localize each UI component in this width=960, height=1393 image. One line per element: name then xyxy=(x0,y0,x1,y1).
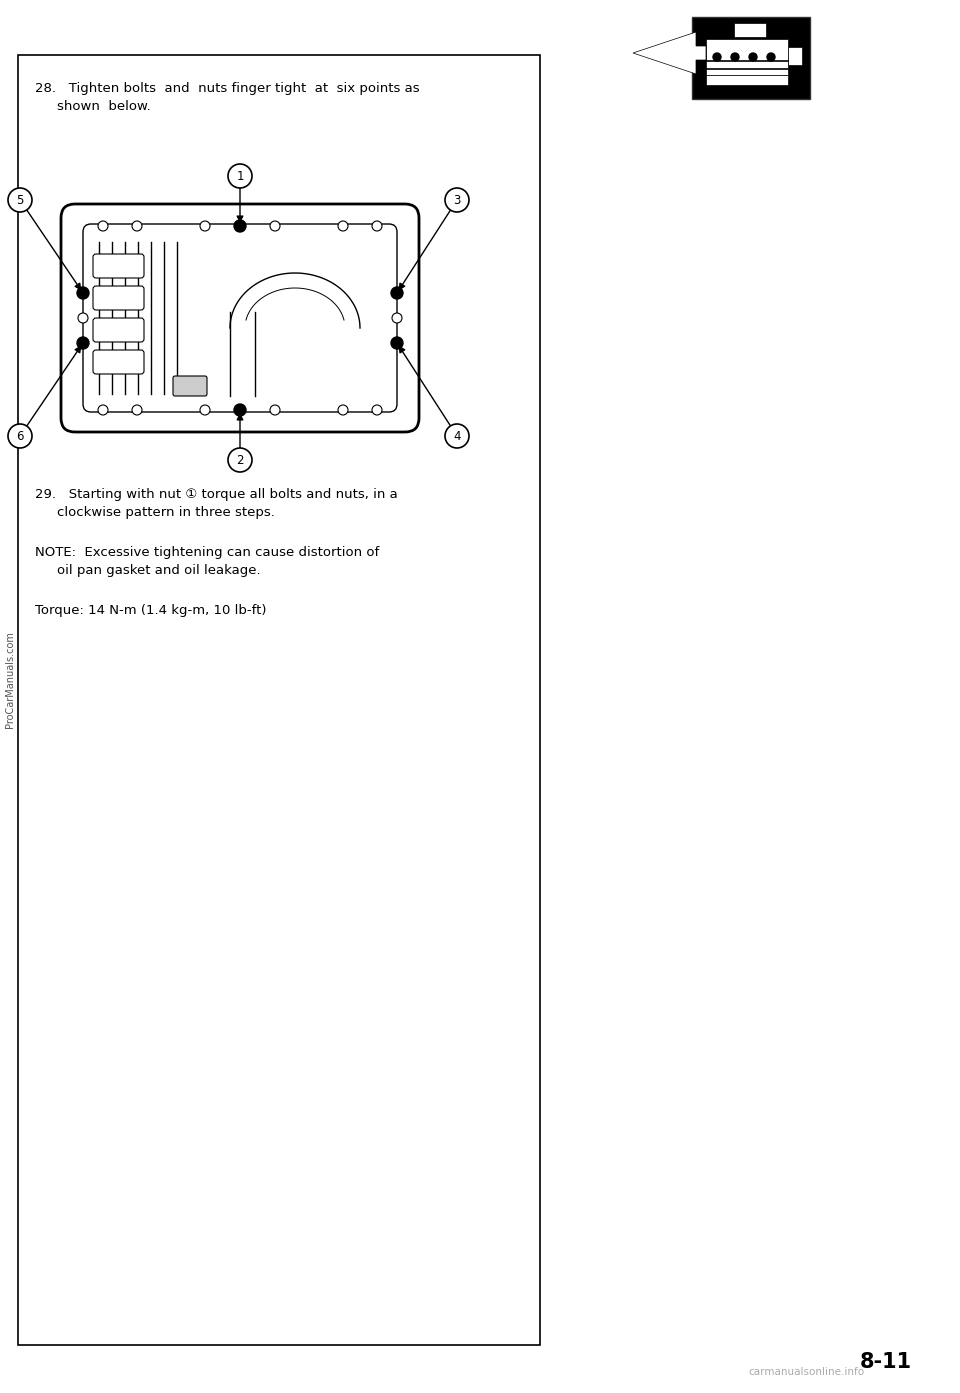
Circle shape xyxy=(200,405,210,415)
Text: 4: 4 xyxy=(453,429,461,443)
Circle shape xyxy=(392,288,402,298)
FancyBboxPatch shape xyxy=(93,286,144,311)
Circle shape xyxy=(767,53,775,61)
Circle shape xyxy=(338,221,348,231)
Text: oil pan gasket and oil leakage.: oil pan gasket and oil leakage. xyxy=(57,564,260,577)
Circle shape xyxy=(731,53,739,61)
Text: 28.   Tighten bolts  and  nuts finger tight  at  six points as: 28. Tighten bolts and nuts finger tight … xyxy=(35,82,420,95)
Circle shape xyxy=(372,221,382,231)
Circle shape xyxy=(200,221,210,231)
Bar xyxy=(734,24,766,38)
FancyArrow shape xyxy=(633,32,706,74)
Circle shape xyxy=(270,221,280,231)
Circle shape xyxy=(392,313,402,323)
Circle shape xyxy=(8,423,32,449)
Circle shape xyxy=(78,288,88,298)
Bar xyxy=(788,47,802,65)
Circle shape xyxy=(132,221,142,231)
Circle shape xyxy=(338,405,348,415)
Circle shape xyxy=(78,313,88,323)
Text: 3: 3 xyxy=(453,194,461,206)
Circle shape xyxy=(235,221,245,231)
Text: ProCarManuals.com: ProCarManuals.com xyxy=(5,631,15,729)
Circle shape xyxy=(445,188,469,212)
FancyBboxPatch shape xyxy=(93,350,144,373)
Circle shape xyxy=(235,405,245,415)
Text: clockwise pattern in three steps.: clockwise pattern in three steps. xyxy=(57,506,275,520)
Circle shape xyxy=(713,53,721,61)
Text: Torque: 14 N-m (1.4 kg-m, 10 lb-ft): Torque: 14 N-m (1.4 kg-m, 10 lb-ft) xyxy=(35,605,267,617)
Bar xyxy=(706,75,788,85)
Circle shape xyxy=(445,423,469,449)
Circle shape xyxy=(372,405,382,415)
Text: 8-11: 8-11 xyxy=(860,1353,912,1372)
Text: carmanualsonline.info: carmanualsonline.info xyxy=(748,1367,864,1378)
Circle shape xyxy=(132,405,142,415)
Circle shape xyxy=(228,164,252,188)
Circle shape xyxy=(234,404,246,417)
Circle shape xyxy=(228,449,252,472)
FancyBboxPatch shape xyxy=(173,376,207,396)
FancyBboxPatch shape xyxy=(61,203,419,432)
Circle shape xyxy=(391,337,403,350)
Circle shape xyxy=(77,337,89,350)
Text: 1: 1 xyxy=(236,170,244,182)
Circle shape xyxy=(391,287,403,299)
Circle shape xyxy=(749,53,757,61)
Circle shape xyxy=(98,405,108,415)
Text: 29.   Starting with nut ① torque all bolts and nuts, in a: 29. Starting with nut ① torque all bolts… xyxy=(35,488,397,501)
Circle shape xyxy=(98,221,108,231)
Circle shape xyxy=(77,287,89,299)
Text: shown  below.: shown below. xyxy=(57,100,151,113)
Bar xyxy=(692,17,810,99)
Circle shape xyxy=(234,220,246,233)
Circle shape xyxy=(78,338,88,348)
Circle shape xyxy=(270,405,280,415)
Text: 5: 5 xyxy=(16,194,24,206)
Text: 2: 2 xyxy=(236,454,244,467)
FancyBboxPatch shape xyxy=(93,254,144,279)
FancyBboxPatch shape xyxy=(83,224,397,412)
Bar xyxy=(706,39,788,75)
Text: 6: 6 xyxy=(16,429,24,443)
Circle shape xyxy=(8,188,32,212)
Bar xyxy=(18,54,540,1346)
Circle shape xyxy=(392,338,402,348)
Text: NOTE:  Excessive tightening can cause distortion of: NOTE: Excessive tightening can cause dis… xyxy=(35,546,379,559)
FancyBboxPatch shape xyxy=(93,318,144,343)
